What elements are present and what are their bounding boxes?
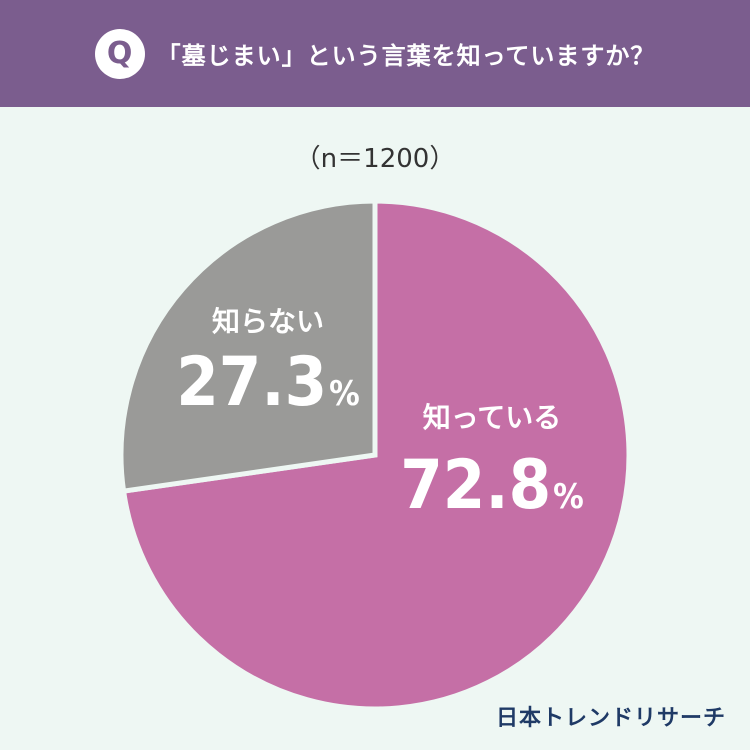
- sample-size: （n＝1200）: [294, 144, 456, 174]
- slice-label-value: 27.3%: [176, 343, 360, 422]
- question-header-content: Q 「墓じまい」という言葉を知っていますか？: [94, 28, 656, 79]
- label-dont-know: 知らない 27.3%: [176, 305, 360, 422]
- slice-label-value: 72.8%: [400, 446, 584, 525]
- slice-label-name: 知っている: [423, 401, 562, 434]
- brand-logo: 日本トレンドリサーチ: [495, 706, 726, 731]
- question-header: Q 「墓じまい」という言葉を知っていますか？: [0, 0, 750, 107]
- pie-slice-dont-know: [118, 198, 378, 494]
- question-badge: Q: [94, 28, 145, 79]
- slice-label-name: 知らない: [212, 305, 324, 338]
- question-text: 「墓じまい」という言葉を知っていますか？: [156, 42, 656, 70]
- label-know: 知っている 72.8%: [400, 401, 584, 525]
